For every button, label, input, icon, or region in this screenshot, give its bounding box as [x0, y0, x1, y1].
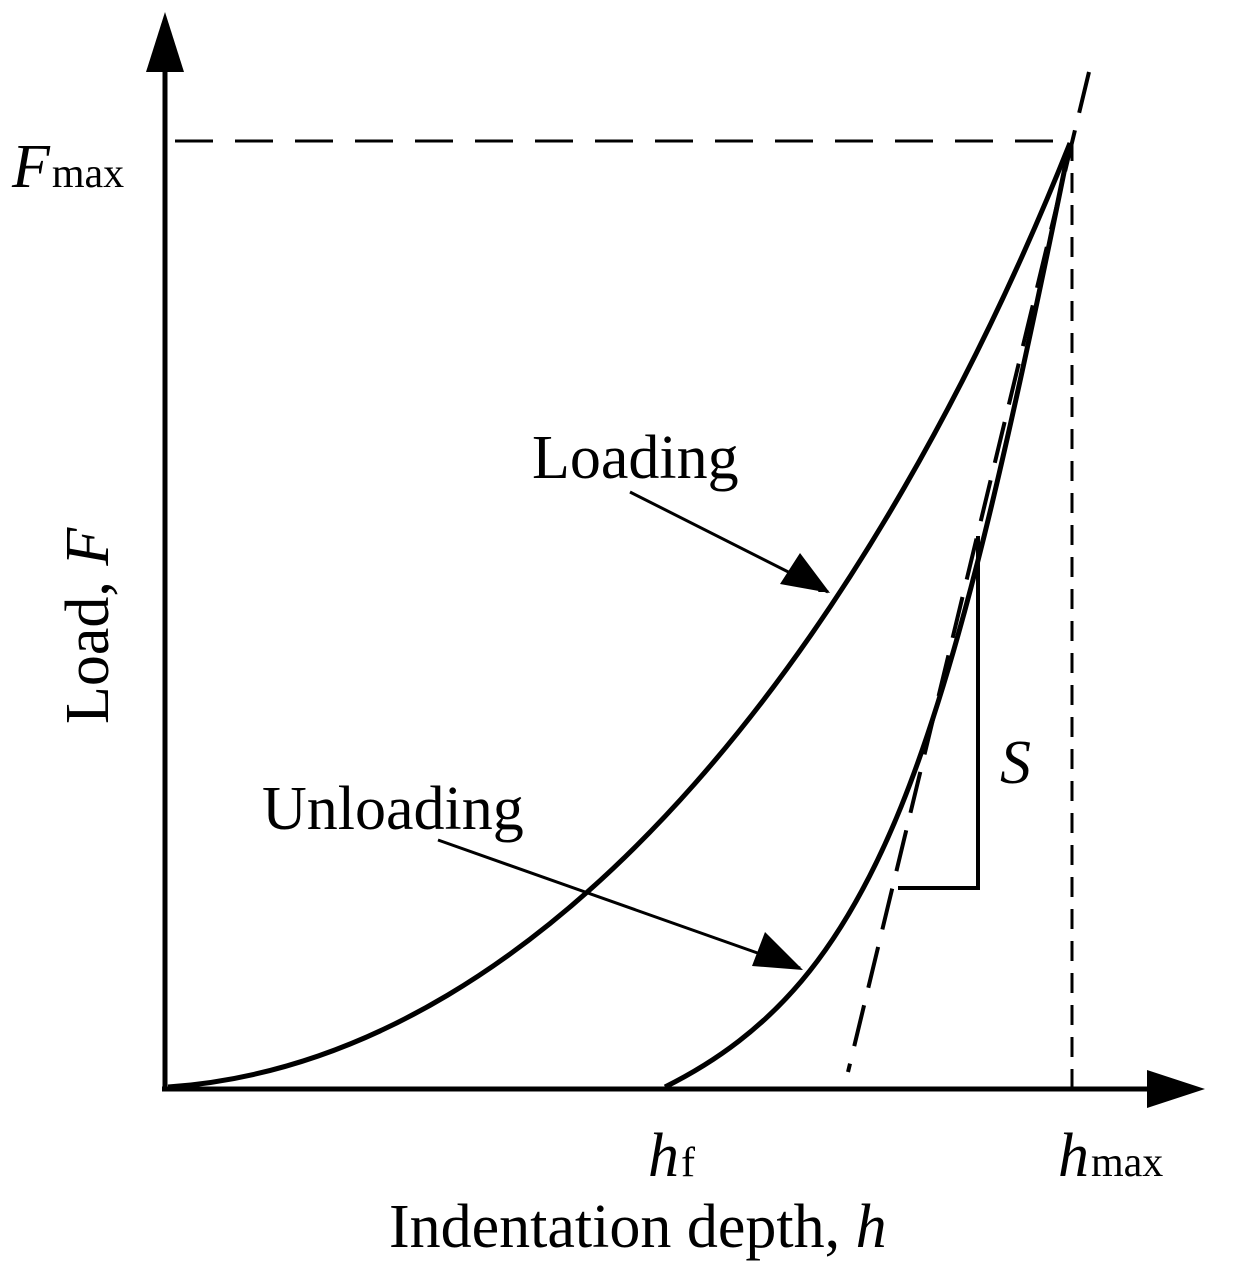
unloading-arrowhead: [752, 932, 803, 970]
fmax-label: Fmax: [11, 133, 124, 201]
unloading-curve: [663, 142, 1073, 1090]
stiffness-label: S: [1000, 729, 1031, 797]
x-axis-label: Indentation depth, h: [389, 1193, 887, 1261]
x-axis-label-text: Indentation depth,: [389, 1193, 856, 1261]
unloading-label: Unloading: [262, 775, 524, 843]
loading-arrowhead: [780, 553, 830, 593]
fmax-var: F: [11, 133, 51, 201]
loading-label: Loading: [532, 424, 739, 492]
x-axis-arrowhead: [1147, 1070, 1205, 1108]
y-axis-label-text: Load,: [54, 566, 122, 724]
hf-sub: f: [681, 1140, 695, 1186]
hmax-label: hmax: [1058, 1122, 1163, 1190]
y-axis-label: Load, F: [54, 527, 122, 724]
x-axis-label-var: h: [856, 1193, 887, 1261]
hmax-sub: max: [1091, 1140, 1163, 1186]
unloading-tangent-dashed-line: [846, 71, 1091, 1073]
unloading-arrow: [437, 838, 801, 970]
hf-var: h: [648, 1122, 679, 1190]
hmax-var: h: [1058, 1122, 1089, 1190]
fmax-sub: max: [52, 151, 124, 197]
y-axis-arrowhead: [146, 12, 184, 72]
hf-label: hf: [648, 1122, 695, 1190]
stiffness-triangle: [898, 536, 980, 890]
loading-curve: [167, 142, 1073, 1090]
y-axis-label-var: F: [54, 527, 122, 567]
